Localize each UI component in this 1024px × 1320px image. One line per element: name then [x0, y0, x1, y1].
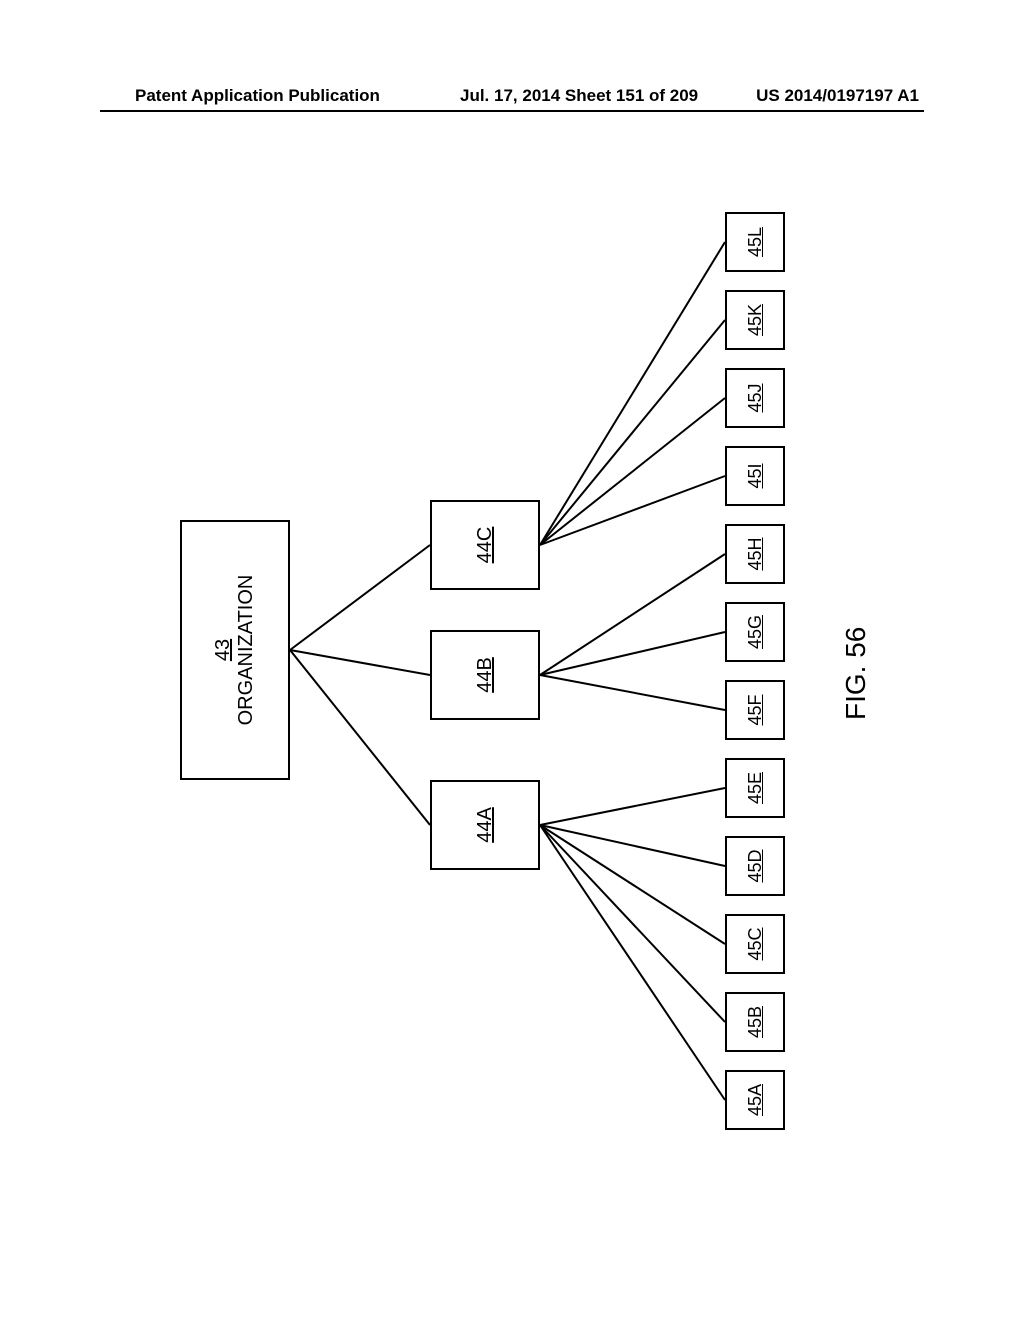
edge	[540, 825, 725, 944]
page: Patent Application Publication Jul. 17, …	[0, 0, 1024, 1320]
node-ref: 44C	[474, 527, 497, 564]
edge	[540, 675, 725, 710]
node-root: 43ORGANIZATION	[180, 520, 290, 780]
node-ref: 45D	[745, 849, 766, 882]
header-mid: Jul. 17, 2014 Sheet 151 of 209	[460, 86, 698, 106]
node-ref: 45F	[745, 694, 766, 725]
edge	[540, 825, 725, 866]
edge	[290, 545, 430, 650]
header-left: Patent Application Publication	[135, 86, 380, 106]
node-label: ORGANIZATION	[235, 575, 258, 726]
node-ref: 45L	[745, 227, 766, 257]
node-l8: 45I	[725, 446, 785, 506]
node-ref: 45J	[745, 383, 766, 412]
node-l3: 45D	[725, 836, 785, 896]
node-l6: 45G	[725, 602, 785, 662]
edge	[540, 632, 725, 675]
node-ref: 45G	[745, 615, 766, 649]
node-ref: 45A	[745, 1084, 766, 1116]
edge	[540, 825, 725, 1100]
node-m1: 44B	[430, 630, 540, 720]
node-ref: 45C	[745, 927, 766, 960]
node-l7: 45H	[725, 524, 785, 584]
node-l1: 45B	[725, 992, 785, 1052]
node-ref: 45I	[745, 463, 766, 488]
tree-diagram: 43ORGANIZATION 44A 44B 44C 45A 45B 45C 45D 45E 45…	[120, 190, 890, 1150]
node-l10: 45K	[725, 290, 785, 350]
node-l5: 45F	[725, 680, 785, 740]
figure-region: 43ORGANIZATION 44A 44B 44C 45A 45B 45C 45D 45E 45…	[120, 190, 890, 1150]
edge	[540, 788, 725, 825]
edge	[290, 650, 430, 825]
node-l4: 45E	[725, 758, 785, 818]
edge	[540, 398, 725, 545]
header-right: US 2014/0197197 A1	[756, 86, 919, 106]
node-ref: 44A	[474, 807, 497, 843]
edge	[540, 825, 725, 1022]
node-ref: 43	[212, 639, 235, 661]
figure-label: FIG. 56	[840, 627, 872, 720]
header-rule	[100, 110, 924, 112]
node-ref: 44B	[474, 657, 497, 693]
node-l2: 45C	[725, 914, 785, 974]
edge	[540, 554, 725, 675]
edge	[290, 650, 430, 675]
node-ref: 45K	[745, 304, 766, 336]
node-l0: 45A	[725, 1070, 785, 1130]
node-l11: 45L	[725, 212, 785, 272]
node-m2: 44C	[430, 500, 540, 590]
edge	[540, 242, 725, 545]
node-ref: 45E	[745, 772, 766, 804]
node-l9: 45J	[725, 368, 785, 428]
node-ref: 45H	[745, 537, 766, 570]
node-ref: 45B	[745, 1006, 766, 1038]
node-m0: 44A	[430, 780, 540, 870]
